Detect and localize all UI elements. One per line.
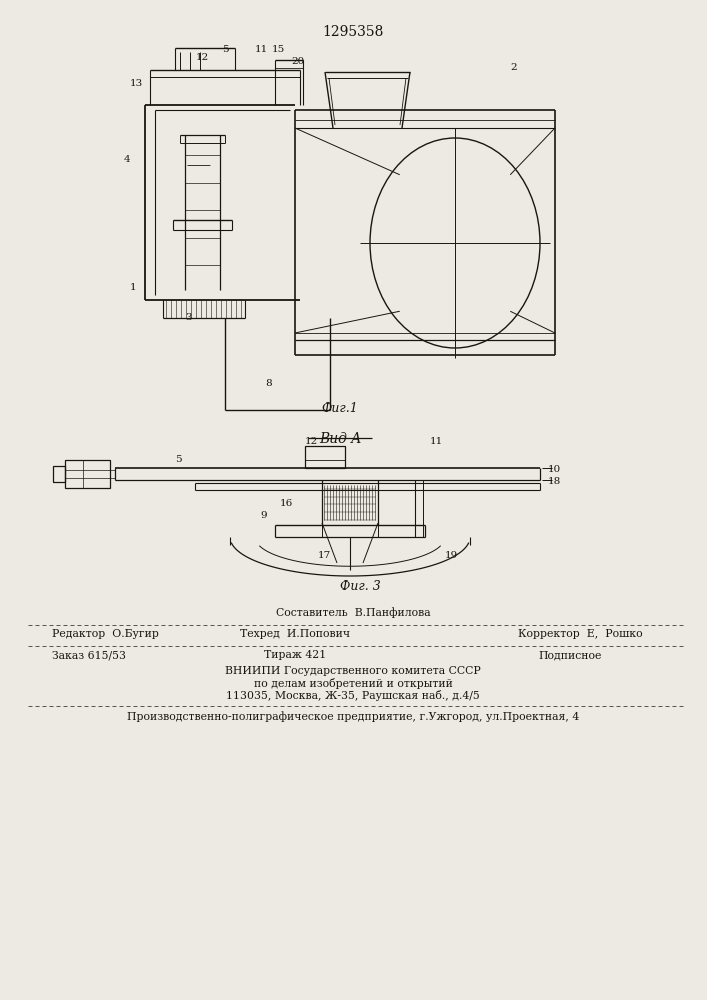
Text: Производственно-полиграфическое предприятие, г.Ужгород, ул.Проектная, 4: Производственно-полиграфическое предприя… [127,711,579,722]
Text: 4: 4 [124,155,131,164]
Bar [65,460,110,488]
Text: 2: 2 [510,64,517,73]
Bar [305,446,345,468]
Text: 3: 3 [185,314,192,322]
Text: 18: 18 [548,477,561,486]
Text: 12: 12 [305,438,318,446]
Text: 13: 13 [130,80,144,89]
Bar [53,466,65,482]
Text: 11: 11 [255,45,268,54]
Text: 9: 9 [260,512,267,520]
Text: Фиг. 3: Фиг. 3 [339,580,380,593]
Text: Заказ 615/53: Заказ 615/53 [52,650,126,660]
Text: по делам изобретений и открытий: по делам изобретений и открытий [254,678,452,689]
Text: 11: 11 [430,438,443,446]
Text: 1295358: 1295358 [322,25,384,39]
Text: 12: 12 [196,53,209,62]
Text: Корректор  Е,  Рошко: Корректор Е, Рошко [518,629,643,639]
Text: 15: 15 [272,45,285,54]
Text: Фиг.1: Фиг.1 [322,402,358,415]
Text: 5: 5 [222,45,228,54]
Text: 10: 10 [548,466,561,475]
Text: 5: 5 [175,456,182,464]
Text: 113035, Москва, Ж-35, Раушская наб., д.4/5: 113035, Москва, Ж-35, Раушская наб., д.4… [226,690,480,701]
Text: Тираж 421: Тираж 421 [264,650,326,660]
Text: 20: 20 [291,57,304,66]
Text: Вид A: Вид A [319,432,361,446]
Text: Подписное: Подписное [538,650,602,660]
Text: ВНИИПИ Государственного комитета СССР: ВНИИПИ Государственного комитета СССР [225,666,481,676]
Text: 16: 16 [280,499,293,508]
Text: 17: 17 [318,550,332,560]
Text: Редактор  О.Бугир: Редактор О.Бугир [52,629,159,639]
Text: Техред  И.Попович: Техред И.Попович [240,629,350,639]
Text: 8: 8 [265,378,271,387]
Text: 1: 1 [130,284,136,292]
Text: 19: 19 [445,550,458,560]
Text: Составитель  В.Панфилова: Составитель В.Панфилова [276,607,431,618]
